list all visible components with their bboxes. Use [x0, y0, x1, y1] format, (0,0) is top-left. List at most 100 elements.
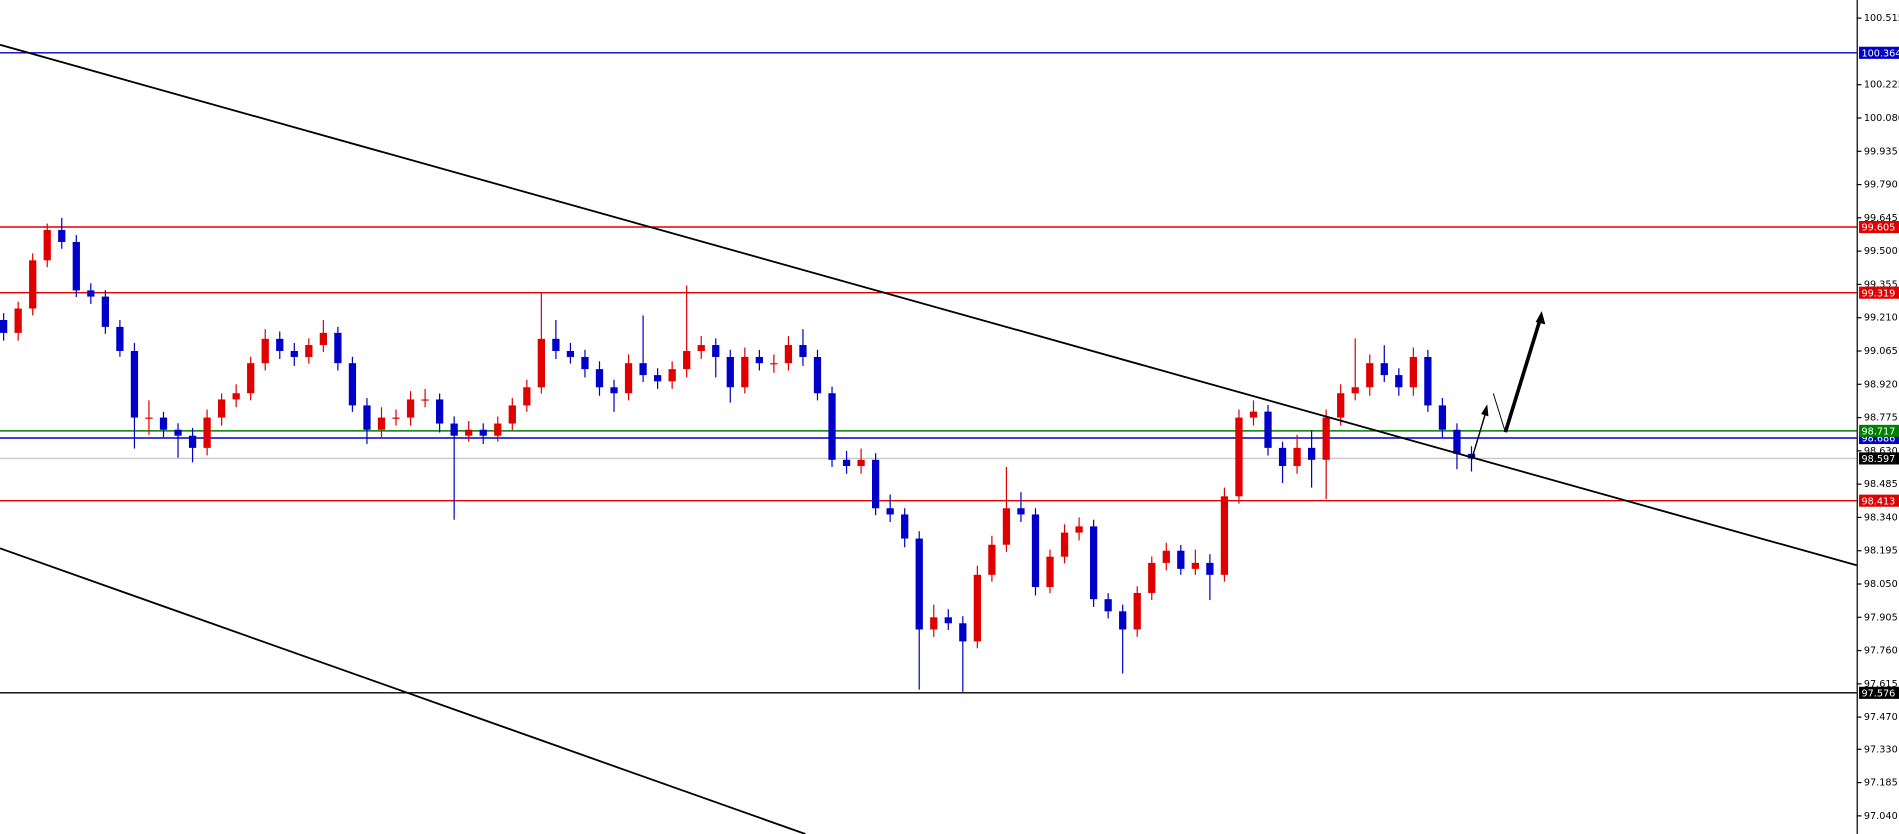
candle-body — [1351, 387, 1359, 394]
candles — [0, 217, 1476, 692]
candle-body — [494, 423, 502, 436]
price-label-box — [1859, 46, 1899, 59]
candle-body — [959, 623, 967, 642]
candle-body — [479, 429, 487, 436]
price-label-box — [1859, 686, 1899, 699]
candle-body — [1148, 562, 1156, 593]
candle-body — [1104, 599, 1112, 612]
candle-body — [1409, 356, 1417, 388]
price-label: 100.364 — [1861, 48, 1899, 59]
candle-body — [930, 617, 938, 630]
candle-body — [1075, 526, 1083, 533]
candle-body — [886, 508, 894, 515]
candle-body — [334, 332, 342, 364]
candle-body — [348, 363, 357, 406]
price-label: 98.686 — [1861, 434, 1895, 445]
candle-body — [653, 375, 662, 382]
candle-body — [857, 459, 865, 467]
candle-body — [377, 417, 386, 430]
y-tick-label: 98.920 — [1864, 379, 1898, 390]
candle-body — [712, 345, 720, 357]
candle-body — [915, 538, 923, 630]
candle-body — [319, 332, 327, 346]
price-label-box — [1859, 220, 1899, 234]
candle-body — [1366, 363, 1374, 388]
candle-body — [465, 429, 473, 436]
y-tick-label: 99.935 — [1864, 146, 1898, 157]
candle-body — [1133, 592, 1141, 630]
y-tick-label: 98.775 — [1864, 413, 1898, 424]
candle-body — [43, 230, 51, 261]
candle-body — [87, 290, 95, 297]
price-label: 98.717 — [1861, 426, 1895, 437]
candle-body — [406, 399, 415, 418]
candle-body — [72, 241, 80, 291]
candle-body — [1235, 417, 1243, 497]
price-label-box — [1859, 494, 1899, 507]
candle-body — [450, 423, 458, 436]
price-label: 99.605 — [1861, 223, 1895, 234]
y-tick-label: 99.210 — [1864, 313, 1898, 324]
candle-body — [159, 417, 168, 430]
candle-body — [276, 338, 284, 352]
y-tick-label: 98.195 — [1864, 546, 1898, 557]
candle-body — [101, 296, 109, 327]
candle-body — [1177, 550, 1185, 569]
candle-body — [508, 405, 516, 424]
y-tick-label: 97.615 — [1864, 679, 1898, 690]
price-label: 99.319 — [1861, 288, 1895, 299]
y-tick-label: 97.760 — [1864, 646, 1898, 657]
candle-body — [1002, 508, 1011, 545]
candle-body — [901, 514, 909, 539]
y-tick-label: 97.905 — [1864, 612, 1898, 623]
candle-body — [145, 417, 153, 419]
candle-body — [595, 369, 604, 388]
candle-body — [871, 459, 880, 509]
price-label-box — [1859, 452, 1899, 465]
candle-body — [58, 230, 66, 242]
candle-body — [290, 351, 298, 357]
candle-body — [1424, 356, 1432, 406]
candle-body — [1046, 556, 1054, 587]
candle-body — [305, 345, 313, 357]
candle-body — [581, 356, 589, 370]
candle-body — [668, 369, 676, 382]
candle-body — [537, 338, 545, 388]
candle-body — [217, 399, 226, 418]
y-tick-label: 97.470 — [1864, 712, 1898, 723]
candle-body — [726, 356, 734, 388]
candle-body — [1031, 514, 1040, 587]
y-tick-label: 98.630 — [1864, 446, 1898, 457]
candle-body — [1017, 508, 1025, 515]
y-tick-label: 100.080 — [1864, 113, 1899, 124]
candle-body — [435, 399, 444, 424]
arrow-head — [1535, 311, 1546, 325]
candle-body — [784, 345, 793, 364]
y-tick-label: 99.790 — [1864, 180, 1898, 191]
candle-body — [1395, 375, 1403, 388]
candle-body — [363, 405, 371, 430]
candle-body — [973, 574, 981, 642]
arrow — [1492, 393, 1506, 433]
candle-body — [0, 320, 8, 333]
candle-body — [1322, 417, 1330, 460]
candle-body — [1089, 526, 1098, 600]
candle-body — [1060, 532, 1069, 557]
candle-body — [697, 345, 705, 352]
y-tick-label: 97.040 — [1864, 811, 1898, 822]
trend-line — [0, 43, 1857, 567]
trend-line — [0, 547, 806, 834]
candle-body — [247, 363, 255, 394]
price-label-box — [1859, 424, 1899, 437]
candle-body — [1119, 611, 1127, 630]
y-tick-label: 99.500 — [1864, 246, 1898, 257]
candle-body — [741, 356, 749, 388]
y-tick-label: 99.645 — [1864, 213, 1898, 224]
y-tick-label: 99.355 — [1864, 279, 1898, 290]
candle-body — [392, 417, 400, 419]
arrow — [1503, 321, 1542, 433]
candle-body — [130, 351, 139, 418]
candle-body — [1249, 411, 1258, 418]
